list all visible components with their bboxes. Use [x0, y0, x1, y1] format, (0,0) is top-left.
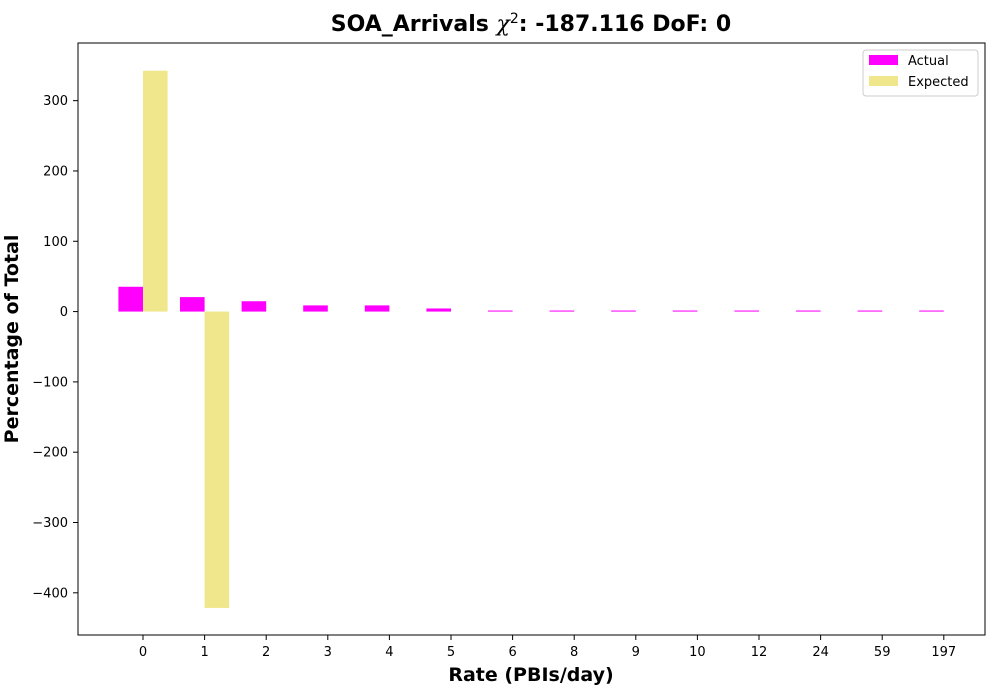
x-tick-label: 24 — [812, 645, 829, 660]
x-tick-label: 5 — [447, 645, 455, 660]
y-tick-label: −400 — [32, 586, 68, 601]
x-tick-label: 12 — [751, 645, 768, 660]
x-tick-label: 6 — [508, 645, 516, 660]
bar-actual-5 — [426, 308, 451, 312]
bars-group — [118, 70, 944, 608]
x-tick-label: 4 — [385, 645, 393, 660]
bar-actual-6 — [488, 310, 513, 312]
bar-actual-1 — [180, 297, 205, 312]
x-tick-label: 0 — [139, 645, 147, 660]
bar-actual-4 — [364, 305, 390, 312]
x-tick-label: 3 — [324, 645, 332, 660]
bar-actual-2 — [241, 301, 267, 312]
plot-frame — [77, 42, 986, 636]
legend-swatch-expected — [869, 76, 898, 86]
bar-actual-59 — [857, 310, 883, 312]
x-tick-label: 9 — [632, 645, 640, 660]
y-tick-label: −100 — [32, 375, 68, 390]
bar-expected-0 — [143, 70, 168, 312]
legend: Actual Expected — [862, 49, 979, 97]
chart-title: SOA_Arrivals χ2: -187.116 DoF: 0 — [331, 11, 731, 37]
x-tick-label: 197 — [931, 645, 956, 660]
x-tick-label: 1 — [200, 645, 208, 660]
x-tick-label: 2 — [262, 645, 270, 660]
bar-actual-12 — [734, 310, 759, 312]
legend-label-actual: Actual — [908, 54, 949, 69]
x-tick-label: 8 — [570, 645, 578, 660]
y-axis-ticks: 300 200 100 0 −100 −200 −300 −400 — [32, 94, 78, 601]
y-tick-label: 300 — [43, 94, 68, 109]
x-tick-label: 59 — [874, 645, 891, 660]
y-tick-label: −300 — [32, 516, 68, 531]
bar-actual-24 — [796, 310, 821, 312]
bar-actual-10 — [672, 310, 698, 312]
bar-actual-8 — [549, 310, 575, 312]
bar-actual-0 — [118, 286, 143, 312]
x-tick-label: 10 — [689, 645, 706, 660]
x-axis-ticks: 0 1 2 3 4 5 6 8 9 10 12 24 59 197 — [139, 635, 956, 660]
y-tick-label: −200 — [32, 446, 68, 461]
legend-label-expected: Expected — [908, 75, 969, 90]
y-tick-label: 0 — [60, 305, 68, 320]
y-tick-label: 200 — [43, 164, 68, 179]
bar-expected-1 — [204, 311, 230, 608]
legend-swatch-actual — [869, 55, 898, 65]
bar-actual-9 — [611, 310, 636, 312]
y-axis-label: Percentage of Total — [1, 235, 23, 444]
x-axis-label: Rate (PBIs/day) — [448, 664, 613, 686]
bar-actual-197 — [919, 310, 944, 312]
y-tick-label: 100 — [43, 235, 68, 250]
bar-actual-3 — [303, 305, 328, 312]
